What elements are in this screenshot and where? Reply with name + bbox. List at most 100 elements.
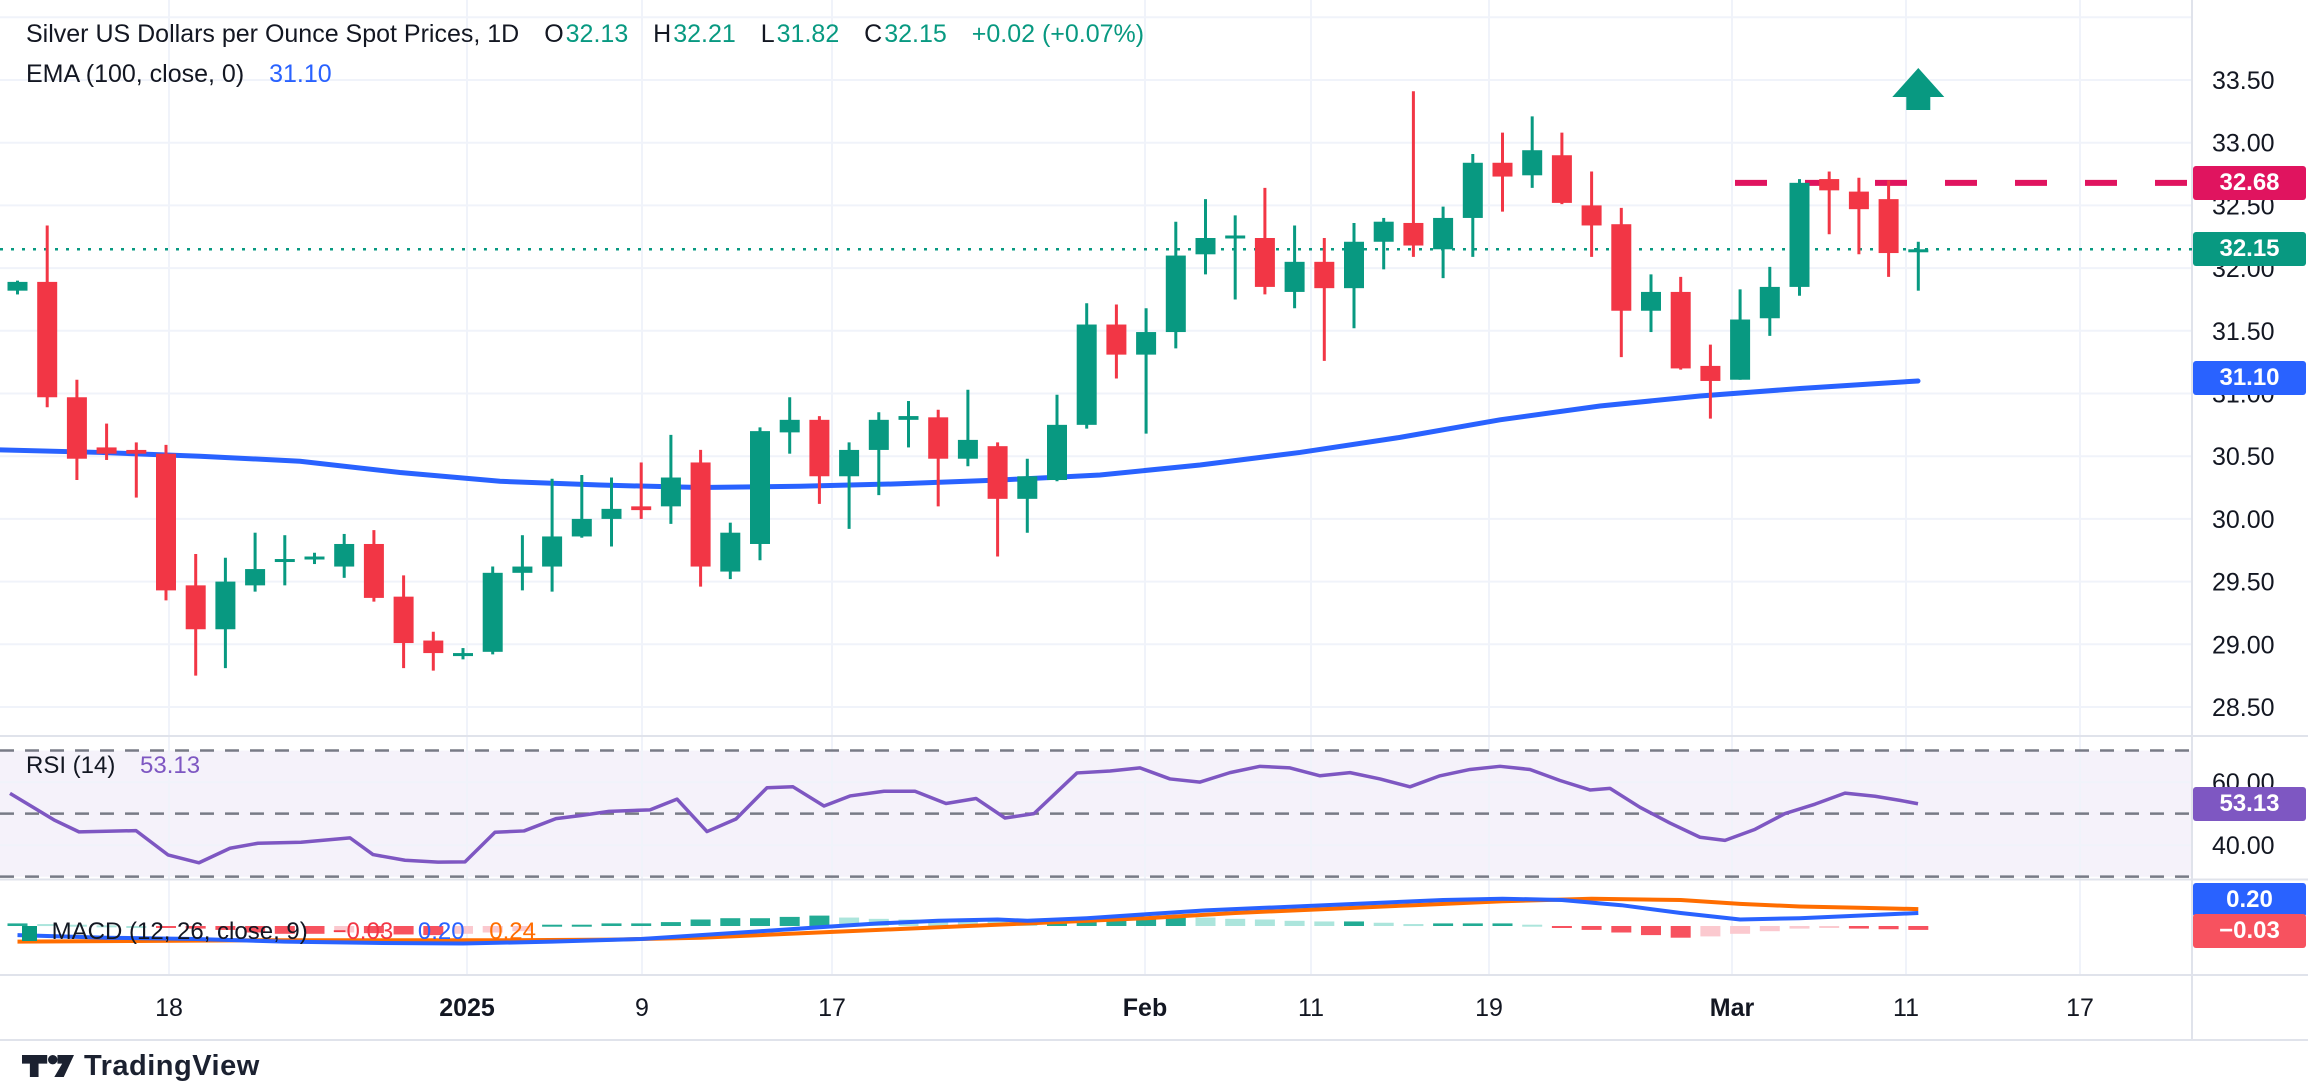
- candle[interactable]: [304, 556, 325, 560]
- rsi-axis-label[interactable]: 40.00: [2212, 832, 2275, 860]
- macd-histogram-bar[interactable]: [690, 919, 711, 927]
- ema-line[interactable]: [0, 378, 1921, 491]
- candle[interactable]: [1730, 319, 1751, 380]
- candle[interactable]: [1908, 249, 1929, 253]
- candle[interactable]: [1819, 179, 1840, 191]
- macd-histogram-bar[interactable]: [1581, 926, 1602, 930]
- candle[interactable]: [779, 419, 800, 433]
- candle[interactable]: [453, 653, 473, 657]
- candle[interactable]: [1641, 291, 1661, 311]
- macd-histogram-bar[interactable]: [1284, 920, 1305, 926]
- macd-legend[interactable]: MACD (12, 26, close, 9) −0.03 0.20 0.24: [22, 918, 536, 946]
- macd-histogram-bar[interactable]: [304, 926, 325, 934]
- macd-histogram-bar[interactable]: [1522, 924, 1543, 927]
- candle[interactable]: [1581, 205, 1602, 226]
- candle[interactable]: [7, 281, 28, 291]
- macd-histogram-bar[interactable]: [363, 926, 384, 934]
- macd-histogram-bar[interactable]: [1136, 916, 1157, 926]
- candle[interactable]: [1284, 261, 1305, 292]
- price-axis-label[interactable]: 30.00: [2212, 506, 2275, 534]
- macd-histogram-bar[interactable]: [1195, 917, 1216, 926]
- macd-histogram-bar[interactable]: [96, 925, 117, 928]
- macd-histogram-bar[interactable]: [126, 926, 147, 928]
- symbol-header[interactable]: Silver US Dollars per Ounce Spot Prices,…: [26, 20, 1144, 49]
- macd-histogram-bar[interactable]: [1165, 916, 1186, 926]
- candle[interactable]: [1403, 222, 1424, 246]
- resistance-level-badge[interactable]: 32.68: [2193, 166, 2306, 200]
- macd-histogram-bar[interactable]: [839, 917, 860, 926]
- macd-histogram-bar[interactable]: [779, 916, 800, 926]
- macd-histogram-bar[interactable]: [482, 926, 503, 933]
- macd-histogram-bar[interactable]: [1789, 926, 1810, 929]
- macd-histogram-bar[interactable]: [1819, 926, 1840, 928]
- price-axis-label[interactable]: 30.50: [2212, 443, 2275, 471]
- macd-histogram-bar[interactable]: [631, 923, 652, 926]
- candle[interactable]: [1670, 291, 1691, 369]
- candle[interactable]: [720, 532, 741, 572]
- time-axis-label[interactable]: Feb: [1123, 994, 1167, 1022]
- macd-histogram-bar[interactable]: [1908, 926, 1929, 930]
- macd-histogram-bar[interactable]: [1730, 926, 1751, 934]
- macd-histogram-bar[interactable]: [185, 926, 206, 929]
- candle[interactable]: [660, 477, 681, 507]
- price-axis-label[interactable]: 33.00: [2212, 130, 2275, 158]
- macd-histogram-bar[interactable]: [1878, 926, 1899, 930]
- time-axis-label[interactable]: 17: [2066, 994, 2094, 1022]
- candle[interactable]: [809, 419, 830, 477]
- time-axis-label[interactable]: 2025: [439, 994, 495, 1022]
- macd-histogram-bar[interactable]: [928, 920, 949, 926]
- candle[interactable]: [1759, 286, 1780, 319]
- candle[interactable]: [245, 569, 266, 586]
- candle[interactable]: [1462, 162, 1483, 218]
- macd-histogram-bar[interactable]: [274, 926, 295, 934]
- candle[interactable]: [690, 462, 711, 567]
- candle[interactable]: [750, 431, 770, 544]
- macd-histogram-bar[interactable]: [334, 926, 355, 933]
- candle[interactable]: [334, 543, 355, 567]
- candle[interactable]: [571, 518, 592, 537]
- candle[interactable]: [1878, 199, 1899, 254]
- candle[interactable]: [898, 416, 919, 420]
- macd-histogram-bar[interactable]: [1225, 918, 1246, 926]
- macd-histogram-bar[interactable]: [1759, 926, 1780, 932]
- candle[interactable]: [987, 446, 1008, 499]
- macd-histogram-bar[interactable]: [1373, 922, 1394, 926]
- price-axis-label[interactable]: 31.50: [2212, 318, 2275, 346]
- candle[interactable]: [1492, 162, 1513, 177]
- candle[interactable]: [1106, 324, 1127, 355]
- macd-histogram-bar[interactable]: [37, 924, 58, 927]
- candle[interactable]: [482, 572, 503, 652]
- macd-histogram-bar[interactable]: [1641, 926, 1661, 936]
- price-axis-label[interactable]: 28.50: [2212, 694, 2275, 722]
- macd-histogram-bar[interactable]: [1551, 926, 1572, 928]
- macd-histogram-bar[interactable]: [66, 924, 87, 927]
- macd-histogram-bar[interactable]: [7, 923, 28, 926]
- candle[interactable]: [1076, 324, 1097, 425]
- macd-histogram-bar[interactable]: [423, 926, 444, 936]
- candle[interactable]: [868, 419, 889, 450]
- macd-histogram-bar[interactable]: [1403, 924, 1424, 927]
- candle[interactable]: [1254, 238, 1275, 287]
- candle[interactable]: [839, 449, 860, 477]
- candle[interactable]: [393, 596, 414, 644]
- macd-histogram-bar[interactable]: [156, 926, 176, 928]
- macd-hist-badge[interactable]: −0.03: [2193, 914, 2306, 948]
- macd-line[interactable]: [17, 896, 1919, 946]
- macd-histogram-bar[interactable]: [1611, 926, 1632, 933]
- macd-histogram-bar[interactable]: [720, 918, 741, 926]
- candle[interactable]: [631, 506, 652, 511]
- rsi-value-badge[interactable]: 53.13: [2193, 787, 2306, 821]
- candle[interactable]: [1314, 261, 1335, 289]
- time-axis-label[interactable]: 17: [818, 994, 846, 1022]
- candle[interactable]: [1433, 217, 1454, 250]
- time-axis-label[interactable]: 11: [1298, 994, 1324, 1022]
- macd-histogram-bar[interactable]: [1433, 923, 1454, 926]
- candle[interactable]: [1225, 235, 1246, 239]
- candle[interactable]: [96, 447, 117, 454]
- macd-histogram-bar[interactable]: [1492, 923, 1513, 926]
- candle[interactable]: [1136, 332, 1157, 355]
- candle[interactable]: [957, 439, 978, 459]
- macd-histogram-bar[interactable]: [453, 926, 473, 934]
- candle[interactable]: [363, 543, 384, 598]
- candle[interactable]: [542, 536, 563, 567]
